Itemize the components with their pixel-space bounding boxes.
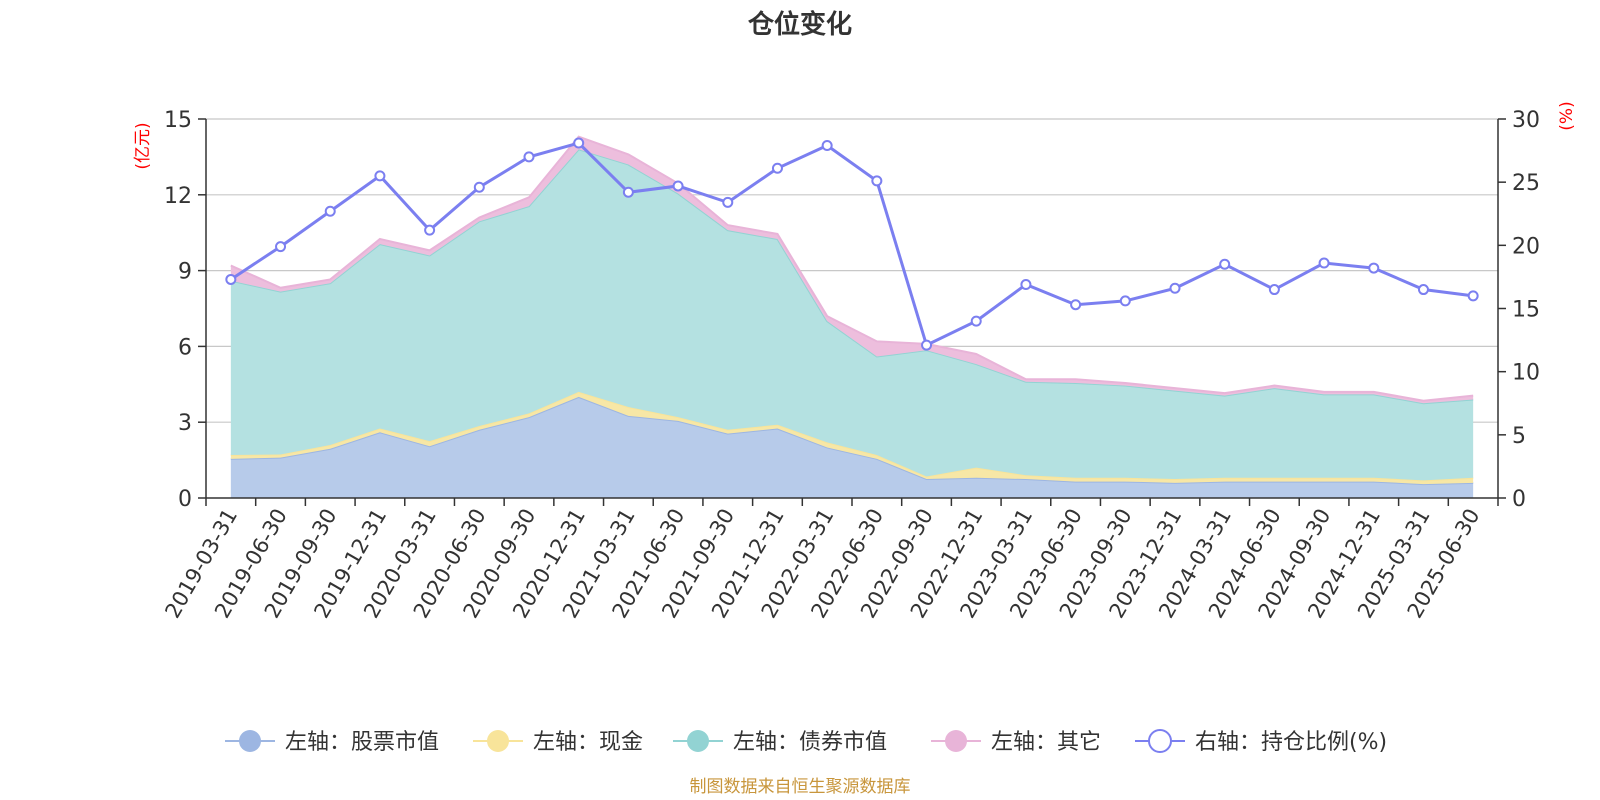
legend-swatch-marker <box>1148 729 1172 753</box>
legend-item: 左轴：债券市值 <box>673 730 887 755</box>
ratio-point <box>672 180 684 192</box>
ratio-point <box>573 137 585 149</box>
legend-label: 左轴：其它 <box>991 730 1101 755</box>
left-tick-label: 12 <box>164 184 192 209</box>
area-左轴：债券市值 <box>230 149 1474 481</box>
left-tick-label: 0 <box>178 487 192 512</box>
ratio-point <box>1368 262 1380 274</box>
left-tick-label: 9 <box>178 260 192 285</box>
ratio-point <box>871 175 883 187</box>
legend-swatch-marker <box>239 730 261 752</box>
stacked-areas <box>230 135 1474 498</box>
ratio-point <box>523 151 535 163</box>
legend-item: 左轴：股票市值 <box>225 730 439 755</box>
left-tick-label: 6 <box>178 335 192 360</box>
source-note: 制图数据来自恒生聚源数据库 <box>690 777 911 797</box>
ratio-point <box>821 140 833 152</box>
legend-label: 左轴：现金 <box>533 730 643 755</box>
ratio-point <box>1119 295 1131 307</box>
ratio-point <box>1268 284 1280 296</box>
ratio-point <box>275 241 287 253</box>
ratio-point <box>722 196 734 208</box>
left-axis-unit: (亿元) <box>133 122 153 169</box>
legend: 左轴：股票市值 左轴：现金 左轴：债券市值 左轴：其它 右轴：持仓比例(%) <box>225 729 1387 755</box>
legend-item: 左轴：其它 <box>931 730 1101 755</box>
left-tick-label: 15 <box>164 108 192 133</box>
legend-label: 左轴：股票市值 <box>285 730 439 755</box>
ratio-point <box>225 273 237 285</box>
ratio-point <box>324 205 336 217</box>
ratio-point <box>970 315 982 327</box>
right-tick-label: 25 <box>1512 171 1540 196</box>
right-tick-label: 10 <box>1512 361 1540 386</box>
right-tick-label: 30 <box>1512 108 1540 133</box>
ratio-point <box>473 181 485 193</box>
area-左轴：股票市值 <box>230 396 1474 498</box>
legend-item: 左轴：现金 <box>473 730 643 755</box>
ratio-point <box>921 339 933 351</box>
chart-title: 仓位变化 <box>747 9 852 40</box>
legend-swatch-marker <box>945 730 967 752</box>
ratio-point <box>771 162 783 174</box>
ratio-point <box>1169 282 1181 294</box>
ratio-point <box>1318 257 1330 269</box>
ratio-point <box>1417 284 1429 296</box>
right-tick-label: 15 <box>1512 298 1540 323</box>
ratio-line-path <box>230 141 1474 348</box>
legend-swatch-marker <box>687 730 709 752</box>
ratio-line <box>225 137 1479 351</box>
ratio-point <box>1070 299 1082 311</box>
ratio-point <box>424 224 436 236</box>
right-tick-label: 5 <box>1512 424 1526 449</box>
right-tick-label: 20 <box>1512 234 1540 259</box>
ratio-point <box>1020 278 1032 290</box>
legend-swatch-marker <box>487 730 509 752</box>
right-tick-label: 0 <box>1512 487 1526 512</box>
right-axis-unit: (%) <box>1557 101 1577 130</box>
area-edge-左轴：其它 <box>230 135 1474 402</box>
ratio-point <box>1467 290 1479 302</box>
ratio-point <box>622 186 634 198</box>
left-tick-label: 3 <box>178 411 192 436</box>
ratio-point <box>374 170 386 182</box>
legend-item: 右轴：持仓比例(%) <box>1135 729 1387 755</box>
legend-label: 左轴：债券市值 <box>733 730 887 755</box>
legend-label: 右轴：持仓比例(%) <box>1195 730 1387 755</box>
ratio-point <box>1219 258 1231 270</box>
